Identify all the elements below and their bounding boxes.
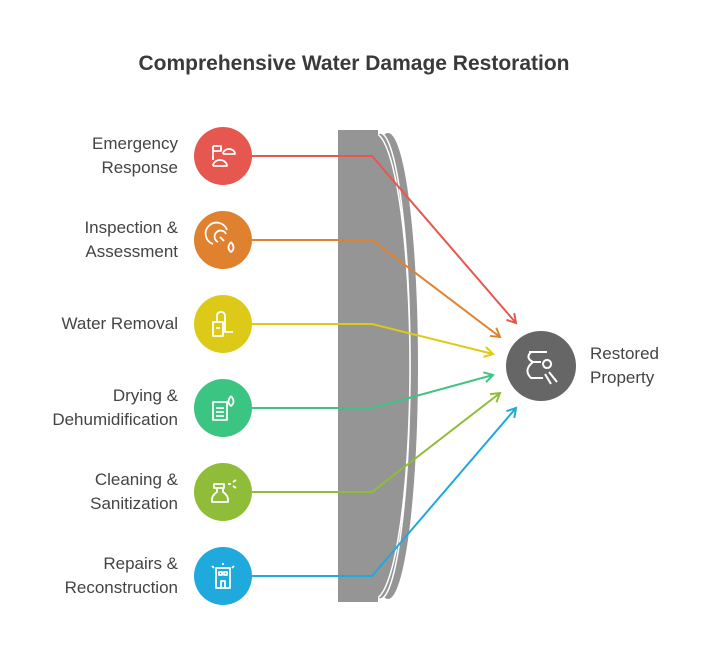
step-circle-3	[194, 295, 252, 353]
step-circle-6	[194, 547, 252, 605]
step-label: Repairs & Reconstruction	[0, 552, 178, 600]
connector-4	[252, 371, 495, 409]
connector-5	[252, 391, 502, 493]
step-label-line1: Water Removal	[61, 314, 178, 333]
step-label: Emergency Response	[0, 132, 178, 180]
gauge-drop-icon	[204, 221, 235, 253]
arrowhead	[483, 371, 495, 383]
step-label-line1: Emergency	[92, 134, 178, 153]
connector-1	[252, 155, 518, 325]
building-icon	[211, 563, 235, 589]
step-label-line2: Response	[101, 158, 178, 177]
output-label-line1: Restored	[590, 344, 659, 363]
arrowhead	[483, 346, 495, 358]
step-label-line1: Inspection &	[84, 218, 178, 237]
arrowhead	[489, 327, 502, 339]
dehumidifier-drop-icon	[212, 395, 235, 421]
step-circle-2	[194, 211, 252, 269]
arrowhead	[506, 406, 518, 419]
step-label-line2: Reconstruction	[64, 578, 178, 597]
flag-tents-icon	[212, 145, 236, 167]
step-label-line1: Drying &	[112, 386, 178, 405]
vase-brush-icon	[526, 351, 558, 385]
connector-2	[252, 239, 502, 339]
step-label-line1: Cleaning &	[94, 470, 178, 489]
connector-3	[252, 323, 495, 358]
step-label: Drying & Dehumidification	[0, 384, 178, 432]
connector-6	[252, 406, 518, 577]
step-label: Cleaning & Sanitization	[0, 468, 178, 516]
arrowhead	[506, 312, 518, 325]
arrowhead	[489, 391, 502, 403]
output-label: Restored Property	[590, 342, 659, 390]
lens	[337, 130, 418, 602]
step-label-line2: Sanitization	[90, 494, 178, 513]
spray-bottle-icon	[210, 479, 237, 503]
step-circle-4	[194, 379, 252, 437]
step-circle-1	[194, 127, 252, 185]
output-label-line2: Property	[590, 368, 655, 387]
output-circle	[506, 331, 576, 401]
step-label: Water Removal	[0, 312, 178, 336]
step-label-line1: Repairs &	[103, 554, 178, 573]
vacuum-icon	[212, 311, 233, 337]
step-label-line2: Assessment	[85, 242, 178, 261]
diagram-title: Comprehensive Water Damage Restoration	[138, 52, 570, 75]
step-label: Inspection & Assessment	[0, 216, 178, 264]
step-label-line2: Dehumidification	[52, 410, 178, 429]
step-circle-5	[194, 463, 252, 521]
